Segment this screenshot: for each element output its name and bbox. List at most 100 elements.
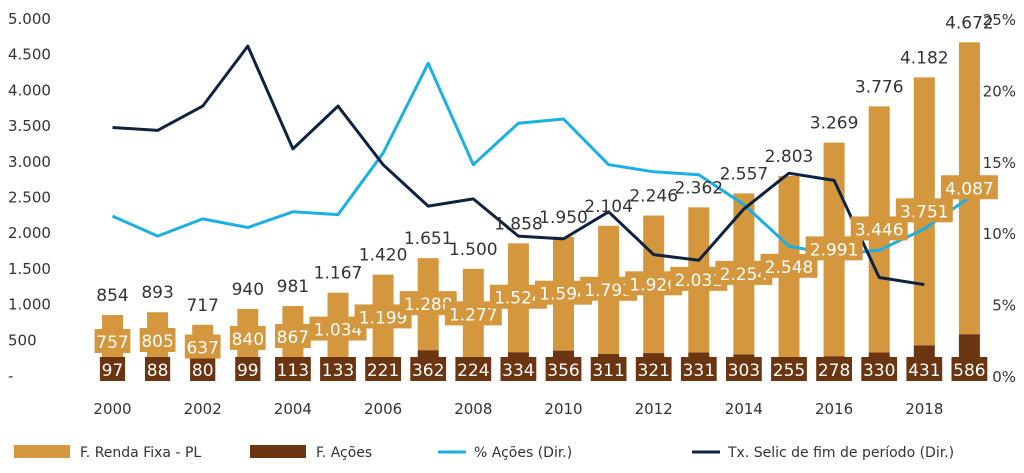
f-acoes-value-label: 97 [102, 361, 124, 381]
f-renda-fixa-value-label: 1.524 [494, 289, 543, 309]
right-axis-tick-label: 20% [983, 82, 1016, 100]
f-acoes-label-box [906, 357, 943, 381]
f-acoes-label-box [635, 357, 672, 381]
f-acoes-value-label: 431 [908, 361, 940, 381]
x-axis-tick-label: 2004 [274, 400, 312, 418]
f-acoes-value-label: 586 [953, 361, 985, 381]
f-acoes-label-box [235, 357, 261, 381]
f-renda-fixa-value-label: 2.031 [674, 271, 723, 291]
right-axis-tick-label: 10% [983, 225, 1016, 243]
f-renda-fixa-label-box [139, 327, 176, 352]
total-value-label: 1.858 [494, 214, 543, 234]
f-acoes-value-label: 331 [683, 361, 715, 381]
f-acoes-value-label: 133 [322, 361, 354, 381]
f-renda-fixa-label-box [940, 175, 998, 200]
f-renda-fixa-label-box [895, 198, 953, 223]
x-axis-tick-label: 2018 [905, 400, 943, 418]
f-renda-fixa-value-label: 1.793 [584, 281, 633, 301]
f-renda-fixa-value-label: 2.991 [810, 240, 859, 260]
f-renda-fixa-value-label: 2.548 [765, 258, 814, 278]
f-acoes-value-label: 224 [457, 361, 489, 381]
legend-label: % Ações (Dir.) [474, 445, 572, 461]
left-axis-tick-label: 2.000 [8, 224, 51, 242]
total-value-label: 1.167 [314, 264, 363, 284]
f-renda-fixa-value-label: 1.594 [539, 285, 588, 305]
total-value-label: 3.776 [855, 77, 904, 97]
f-acoes-label-box [771, 357, 807, 381]
total-value-label: 717 [186, 296, 218, 316]
f-acoes-label-box [455, 357, 492, 381]
total-value-label: 4.672 [945, 13, 994, 33]
left-axis-ticks: 5.000 4.500 4.000 3.500 3.000 2.500 2.000 1.500… [8, 10, 51, 385]
f-renda-fixa-value-label: 1.034 [314, 321, 363, 341]
total-value-label: 893 [141, 283, 173, 303]
x-axis-tick-label: 2002 [184, 400, 222, 418]
total-value-label: 3.269 [810, 114, 859, 134]
total-value-label: 2.362 [674, 178, 723, 198]
f-acoes-label-box [410, 357, 447, 381]
f-acoes-label-box [190, 357, 216, 381]
right-axis-ticks: 25% 20% 15% 10% 5% 0% [983, 11, 1016, 386]
left-axis-tick-label: 2.500 [8, 189, 51, 207]
f-renda-fixa-value-label: 1.199 [359, 308, 408, 328]
total-value-label: 2.104 [584, 197, 633, 217]
f-acoes-label-box [726, 357, 762, 381]
f-acoes-label-box [275, 357, 311, 381]
x-axis-ticks: 2000 2002 2004 2006 2008 2010 2012 2014 2016 2018 [93, 400, 943, 418]
f-acoes-value-label: 321 [637, 361, 669, 381]
f-acoes-value-label: 334 [502, 361, 534, 381]
f-renda-fixa-value-label: 1.288 [404, 295, 453, 315]
f-renda-fixa-label-box [275, 323, 311, 348]
f-renda-fixa-value-label: 1.277 [449, 305, 498, 325]
right-axis-tick-label: 0% [992, 368, 1016, 386]
legend: F. Renda Fixa - PL F. Ações % Ações (Dir.)… [14, 445, 954, 461]
left-axis-tick-label: - [8, 367, 13, 385]
left-axis-tick-label: 1.000 [8, 296, 51, 314]
line-selic [112, 44, 925, 287]
f-acoes-label-box [816, 357, 852, 381]
f-acoes-value-label: 356 [547, 361, 579, 381]
f-renda-fixa-value-label: 4.087 [945, 179, 994, 199]
f-acoes-label-box [99, 357, 126, 381]
x-axis-tick-label: 2000 [93, 400, 131, 418]
f-renda-fixa-value-label: 3.446 [855, 220, 904, 240]
left-axis-tick-label: 5.000 [8, 10, 51, 28]
f-renda-fixa-value-label: 2.254 [720, 265, 769, 285]
f-renda-fixa-label-box [229, 325, 266, 350]
f-acoes-label-box [320, 357, 356, 381]
left-axis-tick-label: 3.500 [8, 117, 51, 135]
total-value-label: 940 [232, 280, 264, 300]
f-renda-fixa-value-label: 637 [186, 339, 218, 359]
right-axis-tick-label: 5% [992, 297, 1016, 315]
f-acoes-label-box [951, 357, 988, 381]
legend-label: F. Renda Fixa - PL [80, 445, 201, 461]
f-acoes-value-label: 362 [412, 361, 444, 381]
total-value-label: 2.803 [765, 147, 814, 167]
f-acoes-value-label: 99 [237, 361, 259, 381]
f-acoes-value-label: 113 [277, 361, 309, 381]
left-axis-tick-label: 500 [8, 331, 37, 349]
f-renda-fixa-value-label: 757 [96, 333, 128, 353]
left-axis-tick-label: 4.000 [8, 81, 51, 99]
f-acoes-label-box [680, 357, 717, 381]
right-axis-tick-label: 15% [983, 154, 1016, 172]
total-value-label: 2.246 [629, 187, 678, 207]
f-acoes-label-box [861, 357, 898, 381]
f-acoes-value-label: 311 [592, 361, 624, 381]
f-renda-fixa-label-box [94, 329, 131, 354]
f-acoes-value-label: 330 [863, 361, 895, 381]
total-value-label: 1.950 [539, 208, 588, 228]
total-value-label: 2.557 [720, 164, 769, 184]
f-acoes-label-box [365, 357, 401, 381]
f-acoes-label-box [500, 357, 537, 381]
total-value-label: 1.500 [449, 240, 498, 260]
f-acoes-label-box [590, 357, 627, 381]
f-acoes-value-label: 80 [192, 361, 214, 381]
legend-swatch [14, 445, 70, 458]
x-axis-tick-label: 2016 [815, 400, 853, 418]
total-value-label: 1.651 [404, 229, 453, 249]
f-renda-fixa-label-box [184, 334, 221, 359]
